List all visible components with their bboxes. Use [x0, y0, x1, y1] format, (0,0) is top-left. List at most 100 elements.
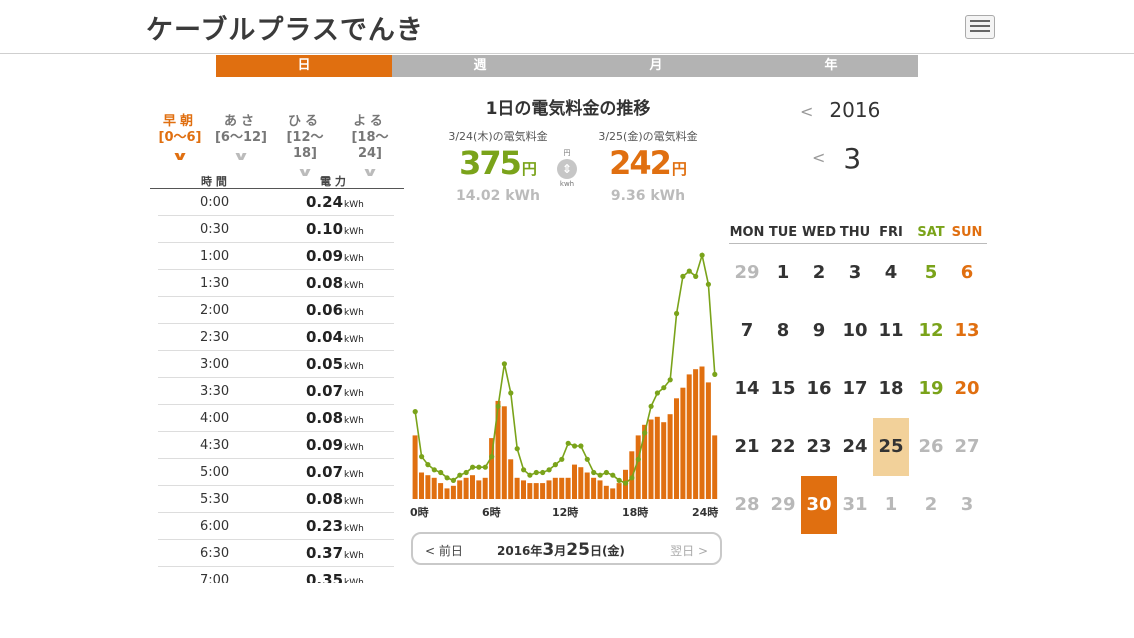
- calendar-day[interactable]: 27: [954, 436, 980, 457]
- row-unit: kWh: [344, 497, 364, 507]
- tab-week[interactable]: 週: [473, 58, 487, 73]
- calendar-day[interactable]: 22: [770, 436, 796, 457]
- row-time: 0:30: [200, 222, 230, 237]
- curr-day-cost: 3/25(金)の電気料金 242 円 9.36 kWh: [578, 128, 718, 204]
- calendar-day[interactable]: 24: [842, 436, 868, 457]
- row-value: 0.07kWh: [306, 382, 364, 400]
- usage-bar: [431, 477, 437, 499]
- band-early-morning[interactable]: 早朝 [0〜6] ∨: [150, 114, 210, 164]
- prev-day-point: [482, 464, 488, 470]
- prev-day-point: [578, 443, 584, 449]
- usage-bar: [667, 414, 673, 499]
- prev-day-cost: 3/24(木)の電気料金 375 円 14.02 kWh: [428, 128, 568, 204]
- prev-day-point: [419, 454, 425, 460]
- chevron-down-icon: ∨: [296, 165, 314, 179]
- usage-table-body[interactable]: 0:00 0.24kWh 0:30 0.10kWh 1:00 0.09kWh 1:30 0.0…: [158, 189, 394, 583]
- usage-bar: [686, 374, 692, 499]
- calendar-day[interactable]: 15: [770, 378, 796, 399]
- calendar-day[interactable]: 10: [842, 320, 868, 341]
- tab-day[interactable]: 日: [216, 55, 392, 77]
- usage-bar: [603, 485, 609, 500]
- x-tick-label: 0時: [410, 505, 429, 519]
- row-unit: kWh: [344, 254, 364, 264]
- usage-bar: [610, 488, 616, 499]
- calendar-day[interactable]: 1: [776, 262, 790, 283]
- calendar-day[interactable]: 3: [960, 494, 974, 515]
- calendar-day[interactable]: 26: [918, 436, 944, 457]
- usage-bar: [661, 422, 667, 499]
- prev-year-button[interactable]: <: [800, 102, 814, 121]
- calendar-day[interactable]: 8: [776, 320, 790, 341]
- prev-day-point: [635, 456, 641, 462]
- usage-bar: [495, 400, 501, 499]
- row-value: 0.07kWh: [306, 463, 364, 481]
- prev-day-point: [463, 469, 469, 476]
- row-time: 3:00: [200, 357, 230, 372]
- calendar: MON TUE WED THU FRI SAT SUN 29 1 2 3 4 5 6 7 8 9 10 11 12 1…: [729, 222, 987, 544]
- row-time: 4:30: [200, 438, 230, 453]
- calendar-day[interactable]: 21: [734, 436, 760, 457]
- prev-day-point: [674, 310, 680, 317]
- band-range: [6〜12]: [214, 130, 268, 145]
- calendar-day[interactable]: 30: [801, 476, 837, 534]
- calendar-day[interactable]: 2: [812, 262, 826, 283]
- table-row: 5:30 0.08kWh: [158, 486, 394, 513]
- calendar-day[interactable]: 14: [734, 378, 760, 399]
- calendar-day[interactable]: 11: [878, 320, 904, 341]
- prev-month-button[interactable]: <: [812, 148, 826, 167]
- hamburger-menu-icon[interactable]: [965, 15, 995, 39]
- calendar-day[interactable]: 25: [873, 418, 909, 476]
- usage-bar: [559, 477, 565, 499]
- band-night[interactable]: よる [18〜24] ∨: [340, 114, 400, 180]
- usage-bar: [508, 459, 514, 500]
- usage-bar: [616, 483, 622, 499]
- weekday-tue: TUE: [768, 225, 798, 240]
- calendar-day[interactable]: 12: [918, 320, 944, 341]
- calendar-day[interactable]: 20: [954, 378, 980, 399]
- calendar-day[interactable]: 6: [960, 262, 974, 283]
- usage-bar: [463, 477, 469, 499]
- calendar-day[interactable]: 29: [770, 494, 796, 515]
- calendar-day[interactable]: 23: [806, 436, 832, 457]
- band-noon[interactable]: ひる [12〜18] ∨: [275, 114, 335, 180]
- calendar-day[interactable]: 9: [812, 320, 826, 341]
- toggle-yen-label: 円: [563, 149, 571, 157]
- row-unit: kWh: [344, 578, 364, 583]
- prev-day-point: [661, 385, 667, 391]
- weekday-wed: WED: [801, 225, 836, 240]
- calendar-day[interactable]: 19: [918, 378, 944, 399]
- usage-bar: [425, 475, 431, 499]
- calendar-day[interactable]: 18: [878, 378, 904, 399]
- calendar-weekday-header: MON TUE WED THU FRI SAT SUN: [729, 222, 987, 244]
- table-row: 2:30 0.04kWh: [158, 324, 394, 351]
- tab-year[interactable]: 年: [824, 58, 838, 73]
- prev-day-point: [705, 281, 711, 287]
- prev-day-button[interactable]: < 前日: [425, 544, 463, 558]
- calendar-day[interactable]: 3: [848, 262, 862, 283]
- logo[interactable]: ケーブルプラスでんき: [146, 15, 424, 46]
- usage-bar: [693, 369, 699, 499]
- calendar-day[interactable]: 29: [734, 262, 760, 283]
- calendar-day[interactable]: 17: [842, 378, 868, 399]
- row-value: 0.08kWh: [306, 409, 364, 427]
- prev-day-label: 3/24(木)の電気料金: [448, 130, 548, 143]
- usage-bar: [419, 472, 424, 499]
- calendar-day[interactable]: 31: [842, 494, 868, 515]
- next-day-button[interactable]: 翌日 >: [670, 544, 708, 558]
- usage-bar: [597, 480, 603, 499]
- calendar-day[interactable]: 13: [954, 320, 980, 341]
- calendar-day[interactable]: 7: [740, 320, 754, 341]
- tab-month[interactable]: 月: [649, 58, 663, 73]
- x-tick-label: 18時: [622, 505, 648, 519]
- band-morning[interactable]: あさ [6〜12] ∨: [211, 114, 271, 164]
- calendar-day[interactable]: 16: [806, 378, 832, 399]
- calendar-day[interactable]: 4: [884, 262, 898, 283]
- prev-day-point: [559, 456, 565, 462]
- calendar-day[interactable]: 1: [884, 494, 898, 515]
- calendar-day[interactable]: 5: [924, 262, 938, 283]
- calendar-day[interactable]: 2: [924, 494, 938, 515]
- table-row: 4:00 0.08kWh: [158, 405, 394, 432]
- usage-bar: [712, 435, 718, 499]
- unit-toggle[interactable]: 円 ⇕ kwh: [554, 148, 580, 188]
- calendar-day[interactable]: 28: [734, 494, 760, 515]
